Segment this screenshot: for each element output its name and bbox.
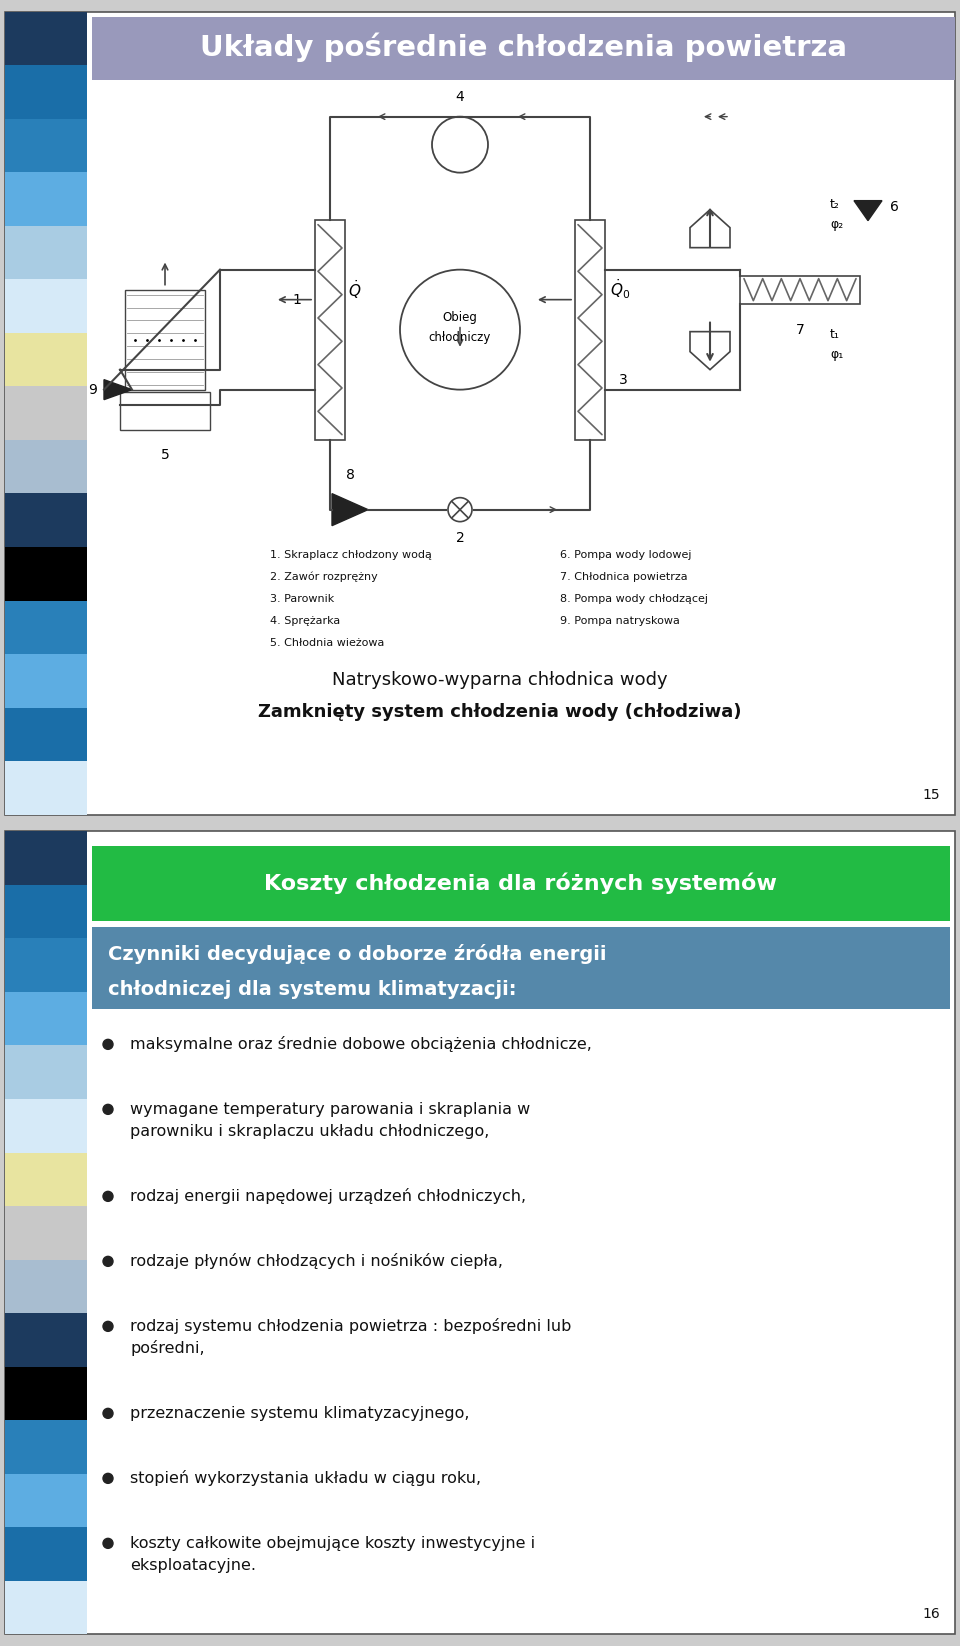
- Bar: [5, 1207, 87, 1259]
- Bar: [92, 927, 950, 1009]
- Bar: [5, 226, 87, 280]
- Text: 7: 7: [796, 323, 804, 337]
- Bar: [5, 993, 87, 1045]
- Text: Czynniki decydujące o doborze źródła energii: Czynniki decydujące o doborze źródła ene…: [108, 945, 607, 965]
- Bar: [5, 886, 87, 938]
- Text: Układy pośrednie chłodzenia powietrza: Układy pośrednie chłodzenia powietrza: [200, 33, 847, 63]
- Text: rodzaj energii napędowej urządzeń chłodniczych,: rodzaj energii napędowej urządzeń chłodn…: [130, 1188, 526, 1205]
- Text: 3: 3: [618, 372, 628, 387]
- Text: 6: 6: [890, 199, 899, 214]
- Text: przeznaczenie systemu klimatyzacyjnego,: przeznaczenie systemu klimatyzacyjnego,: [130, 1406, 469, 1420]
- Circle shape: [103, 1256, 113, 1266]
- Text: t₂: t₂: [830, 198, 840, 211]
- Text: 5: 5: [160, 448, 169, 461]
- Bar: [5, 601, 87, 653]
- Text: 8: 8: [346, 467, 354, 482]
- Polygon shape: [854, 201, 882, 221]
- Bar: [92, 846, 950, 922]
- Text: 16: 16: [923, 1608, 940, 1621]
- Text: pośredni,: pośredni,: [130, 1340, 204, 1356]
- Text: 3. Parownik: 3. Parownik: [270, 594, 334, 604]
- Bar: [5, 760, 87, 815]
- Text: 7. Chłodnica powietrza: 7. Chłodnica powietrza: [560, 571, 687, 581]
- Bar: [5, 653, 87, 708]
- Bar: [5, 1152, 87, 1207]
- Text: Koszty chłodzenia dla różnych systemów: Koszty chłodzenia dla różnych systemów: [264, 872, 777, 894]
- Bar: [5, 332, 87, 387]
- Text: Zamknięty system chłodzenia wody (chłodziwa): Zamknięty system chłodzenia wody (chłodz…: [258, 703, 742, 721]
- Bar: [5, 1527, 87, 1580]
- Bar: [5, 1580, 87, 1634]
- Bar: [5, 1366, 87, 1420]
- Text: φ₂: φ₂: [830, 219, 843, 230]
- Circle shape: [103, 1539, 113, 1549]
- Circle shape: [103, 1409, 113, 1419]
- Circle shape: [103, 1104, 113, 1114]
- Bar: [5, 708, 87, 760]
- Bar: [5, 1100, 87, 1152]
- Circle shape: [103, 1192, 113, 1202]
- Text: 4: 4: [456, 89, 465, 104]
- Text: 2: 2: [456, 530, 465, 545]
- Bar: [5, 494, 87, 546]
- Bar: [740, 275, 860, 303]
- Bar: [120, 392, 210, 430]
- Text: t₁: t₁: [830, 328, 840, 341]
- Bar: [5, 1473, 87, 1527]
- Text: 2. Zawór rozprężny: 2. Zawór rozprężny: [270, 571, 377, 583]
- Text: 1: 1: [293, 293, 301, 306]
- Text: eksploatacyjne.: eksploatacyjne.: [130, 1557, 256, 1574]
- Bar: [5, 1259, 87, 1314]
- Bar: [5, 831, 87, 886]
- Text: φ₁: φ₁: [830, 349, 843, 360]
- Polygon shape: [104, 380, 132, 400]
- Bar: [5, 439, 87, 494]
- Circle shape: [103, 1322, 113, 1332]
- Bar: [5, 387, 87, 439]
- Polygon shape: [332, 494, 368, 525]
- Bar: [315, 219, 345, 439]
- Bar: [5, 1045, 87, 1100]
- Text: chłodniczy: chłodniczy: [429, 331, 492, 344]
- Text: koszty całkowite obejmujące koszty inwestycyjne i: koszty całkowite obejmujące koszty inwes…: [130, 1536, 535, 1551]
- Bar: [5, 119, 87, 173]
- Text: wymagane temperatury parowania i skraplania w: wymagane temperatury parowania i skrapla…: [130, 1101, 530, 1118]
- Text: $\dot{Q}_0$: $\dot{Q}_0$: [610, 278, 630, 301]
- Bar: [5, 1420, 87, 1473]
- Text: 5. Chłodnia wieżowa: 5. Chłodnia wieżowa: [270, 637, 384, 647]
- Text: 4. Sprężarka: 4. Sprężarka: [270, 616, 340, 625]
- Text: $\dot{Q}$: $\dot{Q}$: [348, 278, 362, 301]
- Bar: [5, 1314, 87, 1366]
- Bar: [125, 290, 205, 390]
- Text: 15: 15: [923, 788, 940, 802]
- Text: 8. Pompa wody chłodzącej: 8. Pompa wody chłodzącej: [560, 594, 708, 604]
- Bar: [92, 16, 955, 79]
- Text: rodzaje płynów chłodzących i nośników ciepła,: rodzaje płynów chłodzących i nośników ci…: [130, 1253, 503, 1269]
- Text: 9: 9: [88, 382, 97, 397]
- Text: 9. Pompa natryskowa: 9. Pompa natryskowa: [560, 616, 680, 625]
- Bar: [575, 219, 605, 439]
- Text: parowniku i skraplaczu układu chłodniczego,: parowniku i skraplaczu układu chłodnicze…: [130, 1124, 490, 1139]
- Circle shape: [103, 1039, 113, 1050]
- Bar: [5, 938, 87, 993]
- Bar: [5, 546, 87, 601]
- Circle shape: [103, 1473, 113, 1483]
- Text: 6. Pompa wody lodowej: 6. Pompa wody lodowej: [560, 550, 691, 560]
- Text: rodzaj systemu chłodzenia powietrza : bezpośredni lub: rodzaj systemu chłodzenia powietrza : be…: [130, 1318, 571, 1335]
- Bar: [5, 12, 87, 66]
- Text: Obieg: Obieg: [443, 311, 477, 324]
- Text: Natryskowo-wyparna chłodnica wody: Natryskowo-wyparna chłodnica wody: [332, 670, 668, 688]
- Bar: [5, 280, 87, 332]
- Text: 1. Skraplacz chłodzony wodą: 1. Skraplacz chłodzony wodą: [270, 550, 432, 560]
- Text: stopień wykorzystania układu w ciągu roku,: stopień wykorzystania układu w ciągu rok…: [130, 1470, 481, 1486]
- Bar: [5, 173, 87, 226]
- Text: chłodniczej dla systemu klimatyzacji:: chłodniczej dla systemu klimatyzacji:: [108, 979, 516, 999]
- Bar: [5, 66, 87, 119]
- Text: maksymalne oraz średnie dobowe obciążenia chłodnicze,: maksymalne oraz średnie dobowe obciążeni…: [130, 1037, 592, 1052]
